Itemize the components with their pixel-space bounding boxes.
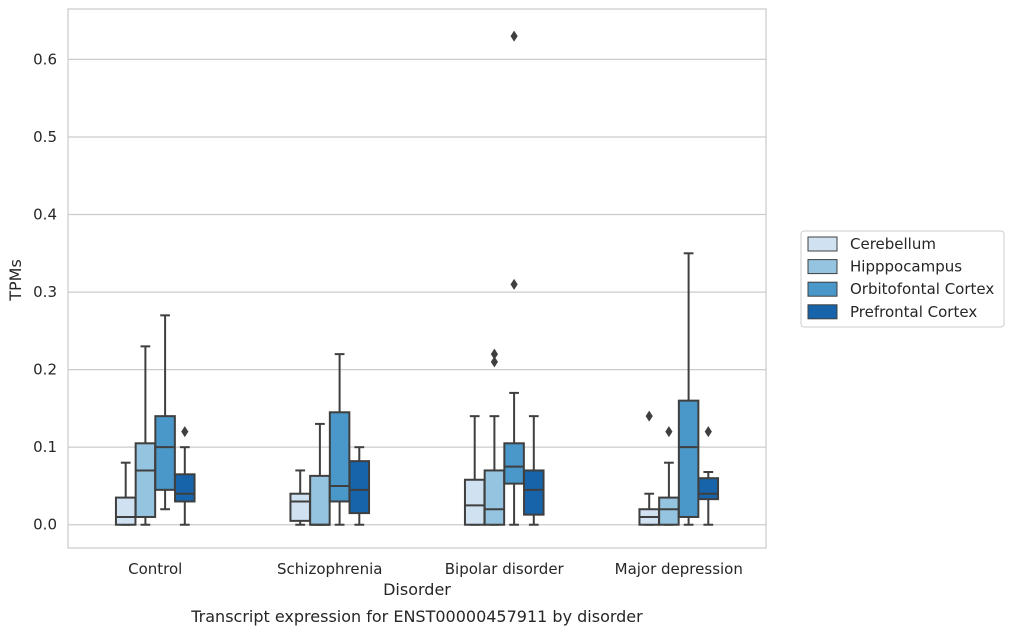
outlier-point — [510, 278, 518, 290]
legend-swatch — [807, 281, 838, 297]
box — [154, 415, 176, 491]
box-group — [697, 426, 720, 526]
y-tick-label: 0.2 — [33, 361, 57, 379]
box — [463, 478, 486, 526]
y-tick-label: 0.1 — [33, 438, 57, 456]
legend-swatch — [807, 304, 838, 320]
box — [114, 496, 137, 526]
y-tick-label: 0.3 — [33, 283, 57, 301]
y-tick-label: 0.4 — [33, 206, 57, 224]
legend-swatch — [807, 236, 838, 252]
box-group — [677, 252, 700, 526]
box-group — [638, 410, 660, 526]
legend-label: Orbitofontal Cortex — [850, 280, 994, 298]
x-tick-label: Bipolar disorder — [445, 560, 565, 578]
box — [658, 496, 680, 526]
box-group — [309, 422, 331, 526]
box-group — [483, 348, 506, 526]
box — [483, 469, 506, 526]
outlier-point — [510, 30, 518, 42]
y-tick-label: 0.5 — [33, 128, 57, 146]
box — [174, 473, 196, 503]
y-tick-labels: 0.0 0.1 0.2 0.3 0.4 0.5 0.6 — [33, 50, 57, 533]
legend-label: Cerebellum — [850, 235, 936, 253]
outlier-point — [665, 426, 673, 438]
box — [348, 460, 371, 515]
box-group — [154, 314, 176, 511]
box-group — [658, 426, 680, 526]
box-group — [174, 426, 196, 526]
outlier-point — [704, 426, 712, 438]
legend: Cerebellum Hipppocampus Orbitofontal Corte… — [800, 230, 1005, 328]
box-layer — [114, 30, 720, 526]
outlier-point — [490, 356, 498, 368]
y-axis-title: TPMs — [6, 259, 25, 302]
box — [697, 477, 720, 501]
legend-frame — [800, 230, 1005, 328]
outlier-point — [490, 348, 498, 360]
box — [523, 469, 545, 516]
box — [289, 492, 311, 522]
box-group — [463, 415, 486, 526]
box-group — [503, 30, 525, 526]
box-group — [348, 446, 371, 526]
chart-caption: Transcript expression for ENST0000045791… — [190, 607, 643, 626]
legend-label: Prefrontal Cortex — [850, 303, 977, 321]
box — [503, 442, 525, 485]
legend-label: Hipppocampus — [850, 258, 962, 276]
x-tick-label: Control — [128, 560, 182, 578]
box-group — [523, 415, 545, 526]
outlier-point — [181, 426, 189, 438]
box — [328, 411, 351, 503]
legend-swatch — [807, 259, 838, 275]
x-tick-labels: Control Schizophrenia Bipolar disorder Majo… — [128, 560, 743, 578]
x-tick-label: Schizophrenia — [277, 560, 382, 578]
y-tick-label: 0.6 — [33, 50, 57, 68]
box — [309, 474, 331, 526]
outlier-point — [645, 410, 653, 422]
box — [134, 442, 157, 518]
y-tick-label: 0.0 — [33, 516, 57, 534]
box-group — [328, 353, 351, 526]
box — [677, 399, 700, 518]
x-axis-title: Disorder — [383, 580, 451, 599]
x-tick-label: Major depression — [615, 560, 743, 578]
